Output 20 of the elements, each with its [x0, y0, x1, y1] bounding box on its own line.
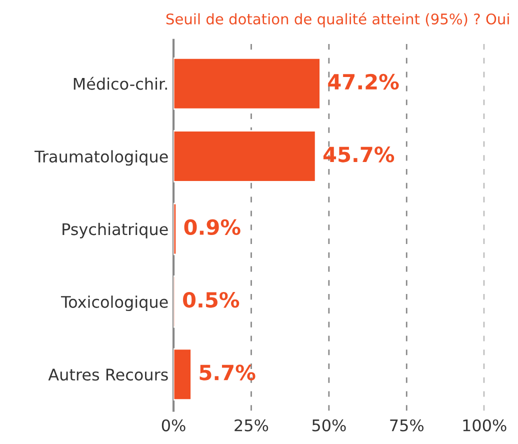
x-tick-label: 75%: [390, 419, 424, 432]
data-label: 47.2%: [328, 74, 399, 90]
x-tick-label: 25%: [234, 419, 268, 432]
data-label: 45.7%: [323, 146, 394, 162]
y-tick-label: Médico-chir.: [74, 76, 167, 90]
bar: [174, 130, 316, 182]
bar: [174, 202, 178, 256]
y-tick-label: Traumatologique: [34, 150, 168, 166]
x-tick-label: 100%: [463, 419, 506, 432]
data-label: 0.5%: [183, 292, 240, 308]
bar: [174, 348, 192, 400]
x-tick-label: 0%: [162, 419, 186, 432]
data-label: 5.7%: [200, 364, 256, 380]
y-tick-label: Autres Recours: [48, 368, 168, 381]
y-tick-label: Toxicologique: [60, 296, 168, 312]
data-label: 0.9%: [184, 219, 240, 236]
y-tick-label: Psychiatrique: [62, 222, 168, 238]
x-tick-label: 50%: [312, 419, 346, 432]
chart-subtitle: Seuil de dotation de qualité atteint (95%) ? Oui: [166, 12, 509, 28]
bar: [174, 57, 321, 110]
